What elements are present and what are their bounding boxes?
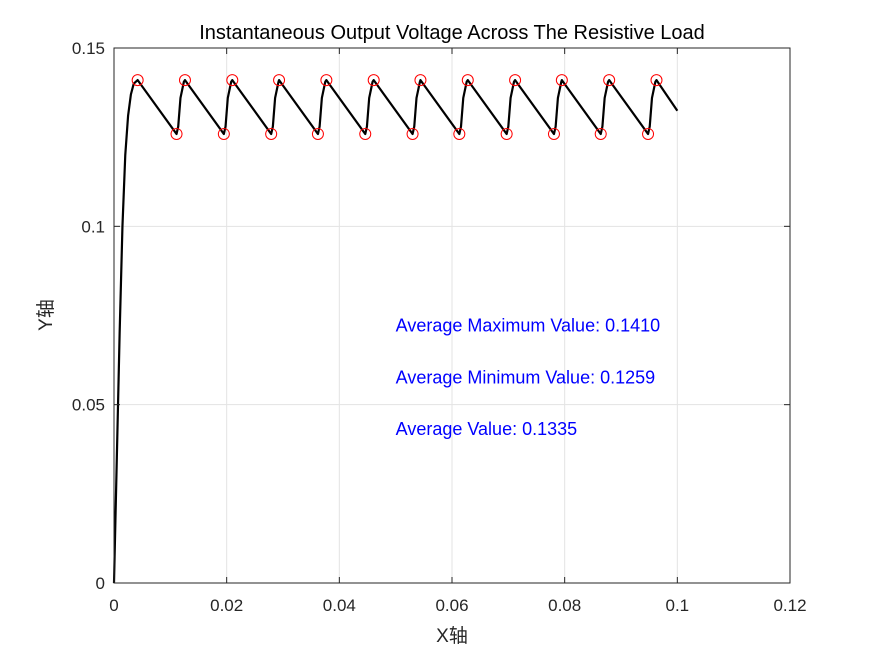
y-tick-label: 0.05 <box>72 396 105 415</box>
min-marker <box>170 127 183 140</box>
min-marker <box>642 127 655 140</box>
x-tick-label: 0 <box>109 596 118 615</box>
x-tick-label: 0.1 <box>666 596 690 615</box>
x-tick-label: 0.04 <box>323 596 356 615</box>
max-marker <box>226 74 239 87</box>
y-tick-label: 0.1 <box>81 217 105 236</box>
annotation-text: Average Minimum Value: 0.1259 <box>396 367 655 387</box>
max-marker <box>461 74 474 87</box>
annotation-text: Average Value: 0.1335 <box>396 419 577 439</box>
min-marker <box>406 127 419 140</box>
x-tick-label: 0.12 <box>773 596 806 615</box>
max-marker <box>178 74 191 87</box>
x-tick-label: 0.02 <box>210 596 243 615</box>
max-marker <box>131 74 144 87</box>
annotations: Average Maximum Value: 0.1410 Average Min… <box>396 316 660 439</box>
signal-line <box>112 78 679 584</box>
y-tick-label: 0 <box>96 574 105 593</box>
min-marker <box>500 127 513 140</box>
x-tick-label: 0.08 <box>548 596 581 615</box>
x-tick-label: 0.06 <box>435 596 468 615</box>
min-marker <box>217 127 230 140</box>
max-marker <box>320 74 333 87</box>
x-tick-labels: 0 0.02 0.04 0.06 0.08 0.1 0.12 <box>109 596 806 615</box>
series-layer <box>112 78 679 584</box>
max-marker <box>273 74 286 87</box>
tick-marks <box>113 47 791 584</box>
max-marker <box>650 74 663 87</box>
max-marker <box>414 74 427 87</box>
max-marker <box>555 74 568 87</box>
max-marker <box>509 74 522 87</box>
max-marker <box>367 74 380 87</box>
y-tick-label: 0.15 <box>72 39 105 58</box>
min-marker <box>547 127 560 140</box>
min-marker <box>265 127 278 140</box>
min-marker <box>453 127 466 140</box>
max-marker <box>603 74 616 87</box>
x-axis-label: X轴 <box>436 625 468 647</box>
min-marker <box>359 127 372 140</box>
min-marker <box>594 127 607 140</box>
marker-layer <box>131 74 663 140</box>
y-tick-labels: 0 0.05 0.1 0.15 <box>72 39 105 593</box>
min-marker <box>311 127 324 140</box>
y-axis-label: Y轴 <box>35 299 57 331</box>
chart-title: Instantaneous Output Voltage Across The … <box>199 22 705 44</box>
annotation-text: Average Maximum Value: 0.1410 <box>396 316 660 336</box>
